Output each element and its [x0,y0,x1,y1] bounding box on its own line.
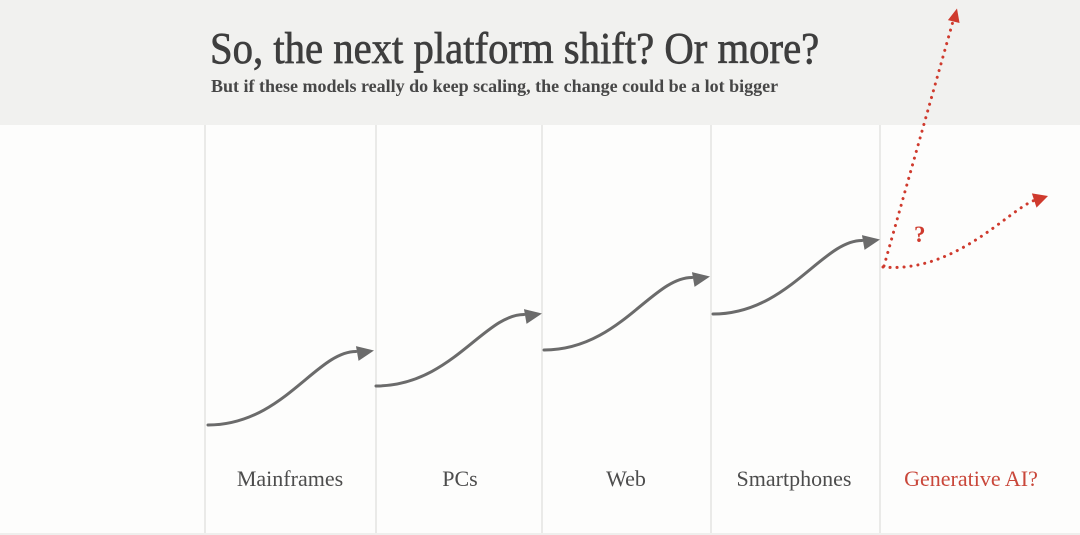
svg-text:?: ? [914,222,926,247]
